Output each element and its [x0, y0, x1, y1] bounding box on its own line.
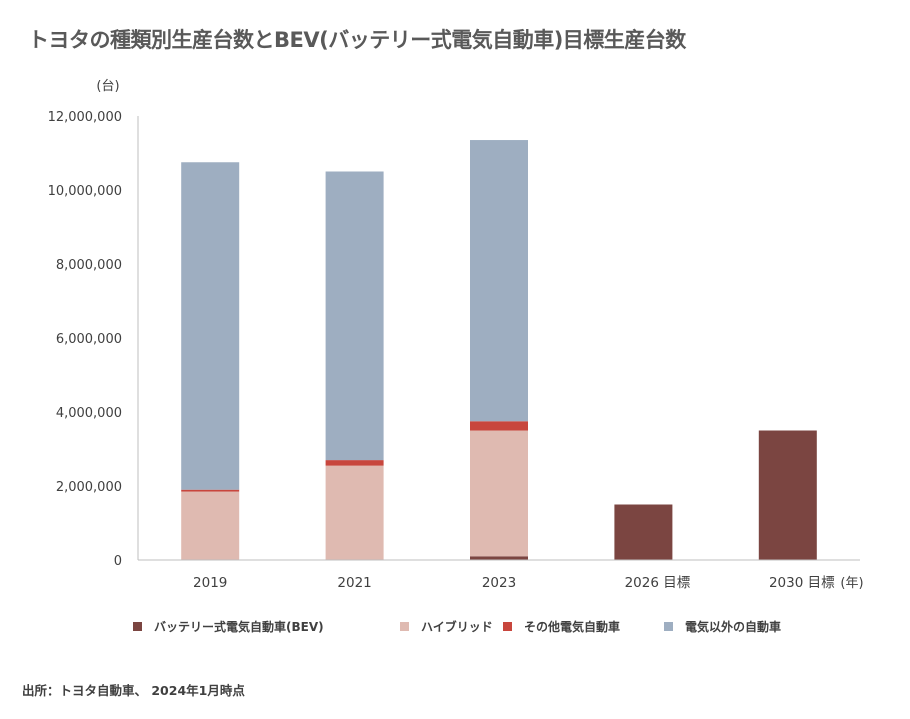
legend-swatch [400, 622, 409, 631]
legend-swatch [133, 622, 142, 631]
bar-segment [470, 556, 528, 560]
legend-item: ハイブリッド [400, 619, 493, 634]
bar-segment [325, 460, 384, 466]
bar-segment [470, 430, 528, 557]
x-unit-label: (年) [840, 576, 863, 591]
bars [181, 140, 817, 560]
bar-segment [325, 171, 384, 461]
y-tick-label: 8,000,000 [56, 258, 122, 273]
x-tick-label: 2023 [482, 575, 516, 591]
legend-item: 電気以外の自動車 [664, 619, 781, 634]
y-tick-label: 12,000,000 [48, 110, 122, 125]
legend-item: その他電気自動車 [503, 619, 620, 634]
x-tick-label: 2026 目標 [625, 575, 691, 591]
y-axis: (台) 0 2,000,000 4,000,000 6,000,000 8,000,000… [48, 79, 139, 569]
legend-swatch [503, 622, 512, 631]
bar-segment [181, 162, 240, 490]
legend: バッテリー式電気自動車(BEV) ハイブリッド その他電気自動車 電気以外の自動車 [133, 619, 781, 634]
x-axis: 2019 2021 2023 2026 目標 2030 目標 (年) [138, 559, 864, 591]
bar-segment [181, 489, 240, 492]
legend-label: ハイブリッド [421, 619, 493, 634]
bar-segment [470, 140, 528, 422]
y-tick-label: 6,000,000 [56, 332, 122, 347]
bar-segment [325, 465, 384, 560]
legend-label: その他電気自動車 [524, 619, 620, 634]
legend-swatch [664, 622, 673, 631]
x-tick-label: 2021 [337, 575, 371, 591]
x-tick-label: 2019 [193, 575, 227, 591]
bar-segment [758, 430, 817, 560]
chart-title: トヨタの種類別生産台数とBEV(バッテリー式電気自動車)目標生産台数 [28, 28, 686, 52]
y-tick-label: 10,000,000 [48, 184, 122, 199]
legend-label: 電気以外の自動車 [685, 619, 781, 634]
source-note: 出所：トヨタ自動車、 2024年1月時点 [22, 683, 245, 698]
y-unit-label: (台) [96, 79, 119, 94]
y-tick-label: 0 [114, 554, 122, 569]
y-tick-label: 4,000,000 [56, 406, 122, 421]
bar-segment [181, 491, 240, 560]
x-tick-label: 2030 目標 [769, 575, 835, 591]
bar-segment [470, 421, 528, 431]
bar-segment [614, 504, 673, 560]
y-tick-label: 2,000,000 [56, 480, 122, 495]
legend-label: バッテリー式電気自動車(BEV) [154, 619, 324, 634]
legend-item: バッテリー式電気自動車(BEV) [133, 619, 324, 634]
